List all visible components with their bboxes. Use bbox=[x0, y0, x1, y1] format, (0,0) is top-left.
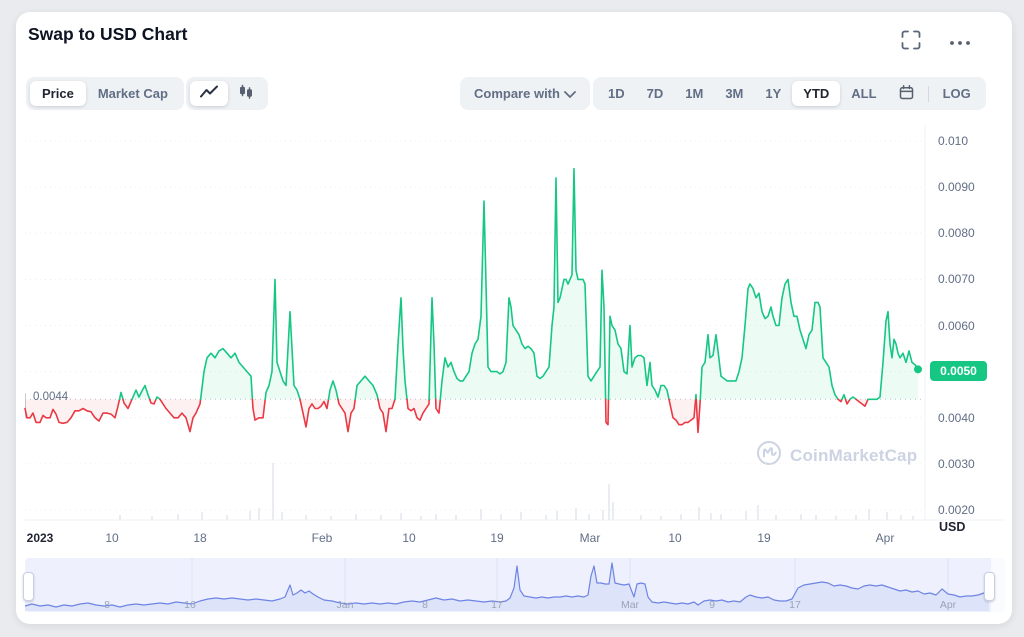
line-chart-icon bbox=[200, 85, 218, 102]
range-ytd-button[interactable]: YTD bbox=[792, 81, 841, 106]
range-1d-button[interactable]: 1D bbox=[597, 81, 636, 106]
compare-with-label: Compare with bbox=[474, 86, 560, 101]
x-axis-tick: 19 bbox=[757, 531, 771, 545]
calendar-icon bbox=[899, 84, 914, 103]
time-range-buttons: 1D 7D 1M 3M 1Y YTD ALL bbox=[597, 81, 888, 106]
candlestick-chart-type-button[interactable] bbox=[228, 81, 264, 106]
x-axis-tick: 10 bbox=[402, 531, 416, 545]
navigator-tick: 17 bbox=[789, 599, 801, 611]
tab-market-cap-button[interactable]: Market Cap bbox=[86, 81, 180, 106]
log-scale-button[interactable]: LOG bbox=[932, 81, 982, 106]
navigator-tick: Mar bbox=[620, 599, 640, 611]
navigator-tick: 16 bbox=[184, 599, 196, 611]
page-title: Swap to USD Chart bbox=[28, 24, 188, 44]
x-axis-tick: 2023 bbox=[26, 531, 54, 545]
navigator-track[interactable] bbox=[25, 558, 1005, 612]
x-axis-tick: 10 bbox=[668, 531, 682, 545]
x-axis-tick: Apr bbox=[875, 531, 895, 545]
y-axis-tick: 0.0080 bbox=[938, 226, 975, 241]
y-axis-tick: 0.010 bbox=[938, 134, 969, 148]
candlestick-icon bbox=[238, 84, 254, 103]
navigator-tick: 8 bbox=[104, 599, 110, 611]
tab-price-button[interactable]: Price bbox=[30, 81, 86, 106]
compare-with-button[interactable]: Compare with bbox=[460, 77, 590, 110]
x-axis-tick: 19 bbox=[490, 531, 504, 545]
chart-type-toggle bbox=[186, 77, 268, 110]
current-price-badge: 0.0050 bbox=[930, 361, 987, 381]
more-options-button[interactable] bbox=[944, 31, 976, 51]
navigator-tick: 8 bbox=[422, 599, 428, 611]
range-1y-button[interactable]: 1Y bbox=[754, 81, 792, 106]
range-all-button[interactable]: ALL bbox=[840, 81, 887, 106]
navigator-tick: Jan bbox=[336, 599, 354, 611]
fullscreen-icon bbox=[901, 30, 921, 53]
y-axis-tick: 0.0030 bbox=[938, 456, 975, 471]
x-axis-tick: Feb bbox=[311, 531, 333, 545]
navigator-right-handle[interactable] bbox=[984, 572, 995, 601]
ellipsis-icon bbox=[949, 34, 971, 49]
x-axis-tick: Mar bbox=[579, 531, 601, 545]
metric-toggle: Price Market Cap bbox=[26, 77, 184, 110]
y-axis-tick: 0.0060 bbox=[938, 318, 975, 333]
fullscreen-button[interactable] bbox=[898, 29, 924, 53]
navigator-tick: 17 bbox=[491, 599, 503, 611]
navigator-tick: Apr bbox=[939, 599, 957, 611]
chevron-down-icon bbox=[564, 86, 576, 101]
range-3m-button[interactable]: 3M bbox=[714, 81, 754, 106]
line-chart-type-button[interactable] bbox=[190, 81, 228, 106]
y-axis-tick: 0.0020 bbox=[938, 503, 975, 517]
y-axis-tick: 0.0070 bbox=[938, 272, 975, 287]
y-axis-tick: 0.0040 bbox=[938, 410, 975, 425]
navigator-left-handle[interactable] bbox=[23, 572, 34, 601]
chart-plot-area[interactable] bbox=[25, 125, 925, 520]
x-axis-tick: 10 bbox=[105, 531, 119, 545]
range-7d-button[interactable]: 7D bbox=[636, 81, 675, 106]
time-range-group: 1D 7D 1M 3M 1Y YTD ALL LOG bbox=[593, 77, 986, 110]
navigator-tick: 9 bbox=[709, 599, 715, 611]
y-axis-tick: 0.0090 bbox=[938, 180, 975, 195]
watermark-text: CoinMarketCap bbox=[790, 445, 918, 465]
calendar-button[interactable] bbox=[888, 81, 925, 106]
y-axis-unit: USD bbox=[939, 520, 966, 534]
divider bbox=[927, 85, 929, 102]
range-1m-button[interactable]: 1M bbox=[674, 81, 714, 106]
x-axis-tick: 18 bbox=[193, 531, 207, 545]
